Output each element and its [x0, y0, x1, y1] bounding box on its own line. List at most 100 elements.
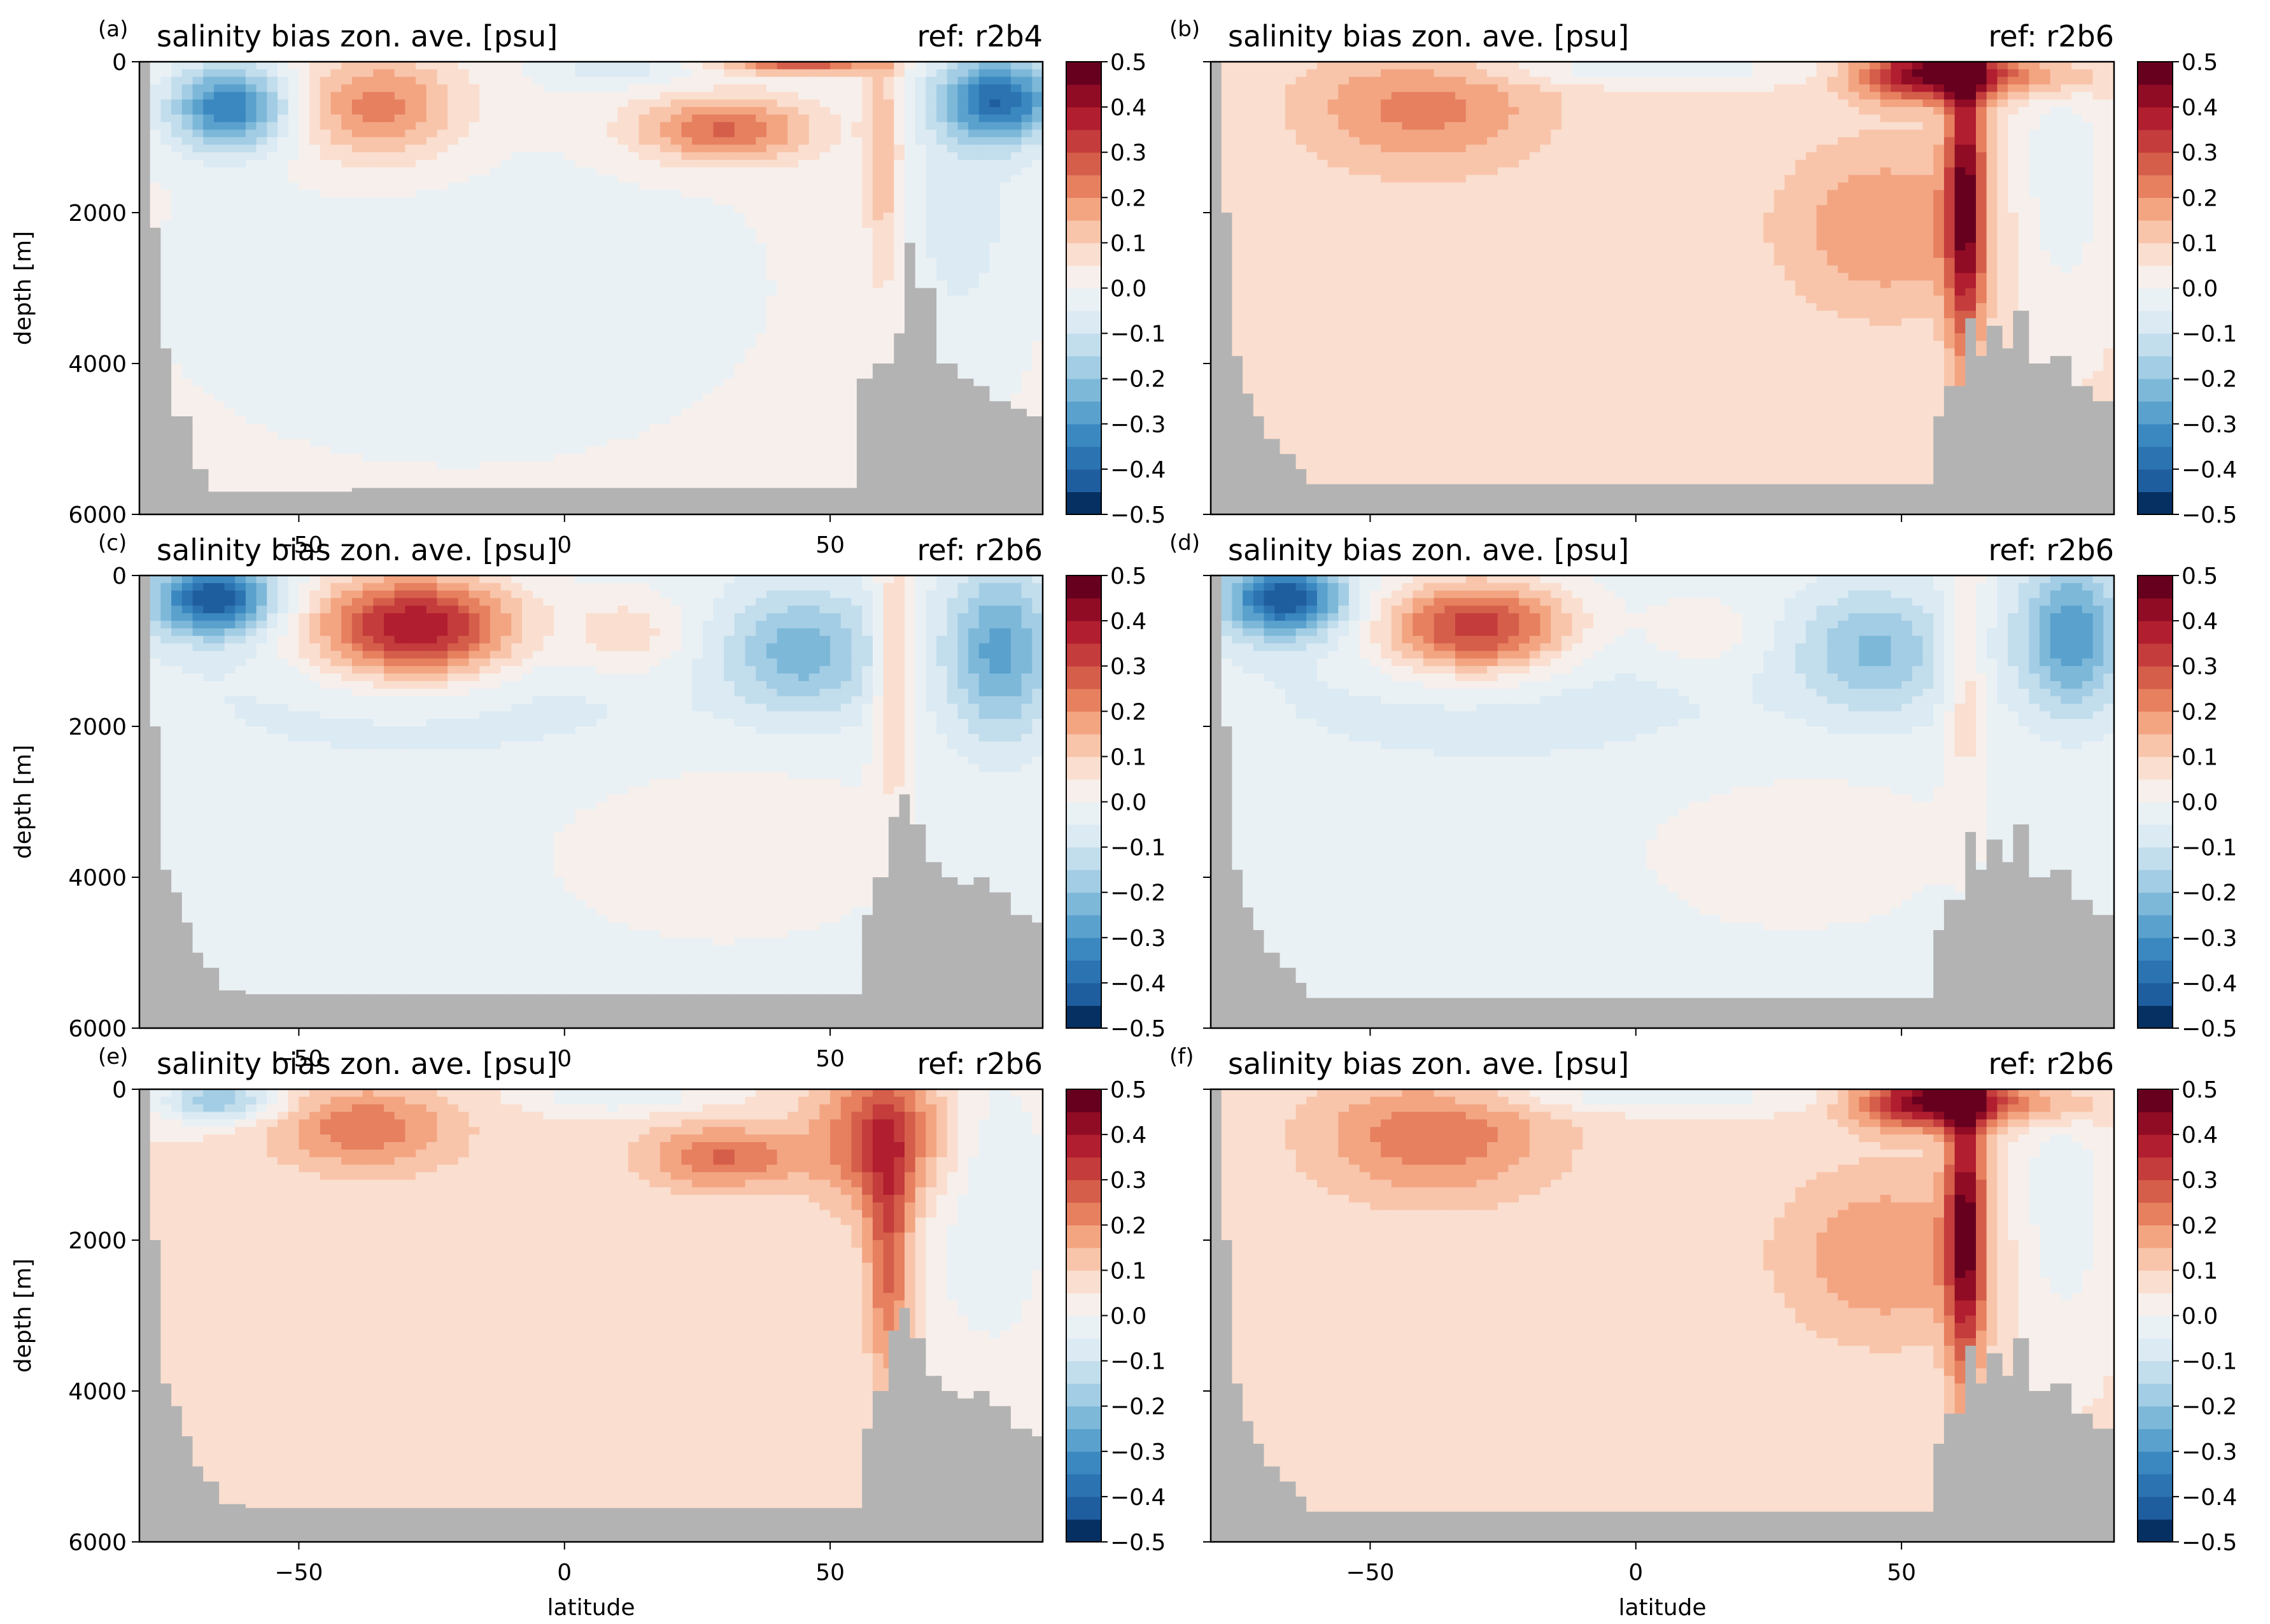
colorbar-swatch: [2138, 1360, 2173, 1384]
colorbar-swatch: [2138, 892, 2173, 915]
colorbar-swatch: [2138, 378, 2173, 402]
colorbar-swatch: [1066, 1406, 1101, 1429]
y-tick-label: 2000: [68, 1228, 127, 1254]
axes-frame: [1209, 574, 2115, 1029]
panel-label: (f): [1169, 1044, 1194, 1070]
colorbar-tick-label: 0.4: [2182, 609, 2218, 635]
colorbar-tick-label: −0.4: [1110, 971, 1166, 997]
colorbar-swatch: [2138, 575, 2173, 599]
colorbar-tick-label: −0.2: [2182, 880, 2237, 907]
colorbar: 0.5 0.4 0.3 0.2 0.1 0.0 −0.1 −0.2 −0.3 −0.4 −0.5: [1066, 1077, 1166, 1556]
panel-a: −50 0 50 0 2000 4000 6000 (a) salinity bias zon.…: [10, 17, 1166, 558]
colorbar-swatch: [2138, 756, 2173, 780]
colorbar-swatch: [2138, 288, 2173, 311]
bathymetry-land: [1211, 575, 2114, 1028]
colorbar-tick-label: 0.3: [1110, 654, 1146, 680]
colorbar-swatch: [2138, 333, 2173, 357]
colorbar-swatch: [1066, 915, 1101, 938]
colorbar-swatch: [1066, 847, 1101, 870]
colorbar-tick-label: −0.3: [2182, 926, 2237, 952]
x-tick-label: −50: [274, 532, 323, 558]
colorbar-swatch: [1066, 1089, 1101, 1113]
y-tick-label: 6000: [68, 1530, 127, 1556]
colorbar-swatch: [2138, 469, 2173, 493]
colorbar-swatch: [1066, 1429, 1101, 1452]
panel-d: (d) salinity bias zon. ave. [psu] ref: r2b…: [1169, 530, 2237, 1042]
colorbar-swatch: [2138, 643, 2173, 667]
bathymetry-land: [1211, 62, 2114, 514]
colorbar-swatch: [1066, 1292, 1101, 1317]
colorbar-swatch: [1066, 491, 1101, 515]
colorbar-swatch: [1066, 1225, 1101, 1248]
colorbar-tick-label: 0.1: [2182, 230, 2218, 257]
colorbar-tick-label: −0.1: [2182, 835, 2237, 861]
axes-frame: [138, 60, 1044, 516]
colorbar-tick-label: 0.0: [2182, 276, 2218, 302]
colorbar-swatch: [2138, 1270, 2173, 1294]
axes-frame: [1209, 1088, 2115, 1543]
colorbar-tick-label: 0.5: [2182, 1077, 2218, 1103]
colorbar-swatch: [1066, 1134, 1101, 1158]
colorbar-tick-label: 0.2: [1110, 699, 1146, 725]
colorbar-swatch: [2138, 801, 2173, 825]
colorbar-swatch: [1066, 446, 1101, 470]
colorbar-tick-label: −0.1: [2182, 1349, 2237, 1375]
colorbar-swatch: [1066, 1180, 1101, 1203]
y-tick-label: 0: [112, 563, 127, 590]
colorbar-swatch: [1066, 1202, 1101, 1225]
colorbar-swatch: [1066, 756, 1101, 780]
colorbar-swatch: [2138, 311, 2173, 334]
x-tick-label: 50: [815, 1560, 845, 1586]
colorbar-tick-label: −0.5: [1110, 1016, 1166, 1042]
colorbar-tick-label: 0.5: [1110, 1077, 1146, 1103]
colorbar-tick-label: 0.4: [2182, 95, 2218, 121]
colorbar-swatch: [1066, 801, 1101, 825]
colorbar-tick-label: −0.5: [2182, 1530, 2237, 1556]
colorbar-swatch: [1066, 1270, 1101, 1294]
colorbar-swatch: [2138, 982, 2173, 1006]
colorbar-swatch: [2138, 1202, 2173, 1225]
colorbar-tick-label: 0.4: [1110, 95, 1146, 121]
colorbar-tick-label: 0.3: [2182, 654, 2218, 680]
colorbar-swatch: [2138, 1112, 2173, 1135]
colorbar-tick-label: −0.2: [2182, 367, 2237, 393]
panel-c: −50 0 50 0 2000 4000 6000 (c) salinity bias zon.…: [10, 530, 1166, 1072]
colorbar-swatch: [1066, 1005, 1101, 1029]
x-tick-label: −50: [274, 1046, 323, 1072]
colorbar-swatch: [1066, 423, 1101, 447]
colorbar-tick-label: 0.2: [2182, 699, 2218, 725]
colorbar-swatch: [1066, 824, 1101, 848]
colorbar-tick-label: −0.4: [1110, 1485, 1166, 1511]
colorbar-swatch: [2138, 1338, 2173, 1362]
colorbar-swatch: [2138, 937, 2173, 961]
colorbar-swatch: [1066, 621, 1101, 644]
colorbar-swatch: [2138, 265, 2173, 289]
colorbar-swatch: [2138, 960, 2173, 984]
salinity-field: [139, 575, 1043, 1028]
colorbar-tick-label: 0.5: [1110, 50, 1146, 76]
colorbar-swatch: [1066, 598, 1101, 621]
colorbar-tick-label: 0.3: [2182, 140, 2218, 166]
colorbar-tick-label: −0.1: [1110, 1349, 1166, 1375]
x-tick-label: 0: [557, 1560, 572, 1586]
colorbar-tick-label: 0.4: [1110, 1122, 1146, 1148]
colorbar-tick-label: 0.4: [1110, 609, 1146, 635]
colorbar-tick-label: −0.3: [1110, 926, 1166, 952]
bathymetry-land: [139, 62, 1043, 514]
colorbar-tick-label: −0.3: [1110, 1439, 1166, 1465]
colorbar-swatch: [1066, 401, 1101, 425]
colorbar-swatch: [2138, 870, 2173, 893]
colorbar-swatch: [1066, 1360, 1101, 1384]
salinity-field: [1211, 62, 2114, 514]
colorbar-tick-label: −0.3: [2182, 412, 2237, 438]
colorbar-swatch: [1066, 333, 1101, 357]
reference-label: ref: r2b6: [1988, 19, 2114, 53]
axes-frame: [1209, 60, 2115, 516]
y-axis-label: depth [m]: [10, 231, 36, 345]
colorbar-swatch: [2138, 356, 2173, 379]
colorbar-tick-label: −0.5: [1110, 502, 1166, 528]
colorbar-swatch: [1066, 1496, 1101, 1520]
colorbar: 0.5 0.4 0.3 0.2 0.1 0.0 −0.1 −0.2 −0.3 −0.4 −0.5: [2137, 50, 2237, 528]
x-axis-label: latitude: [1618, 1595, 1706, 1621]
